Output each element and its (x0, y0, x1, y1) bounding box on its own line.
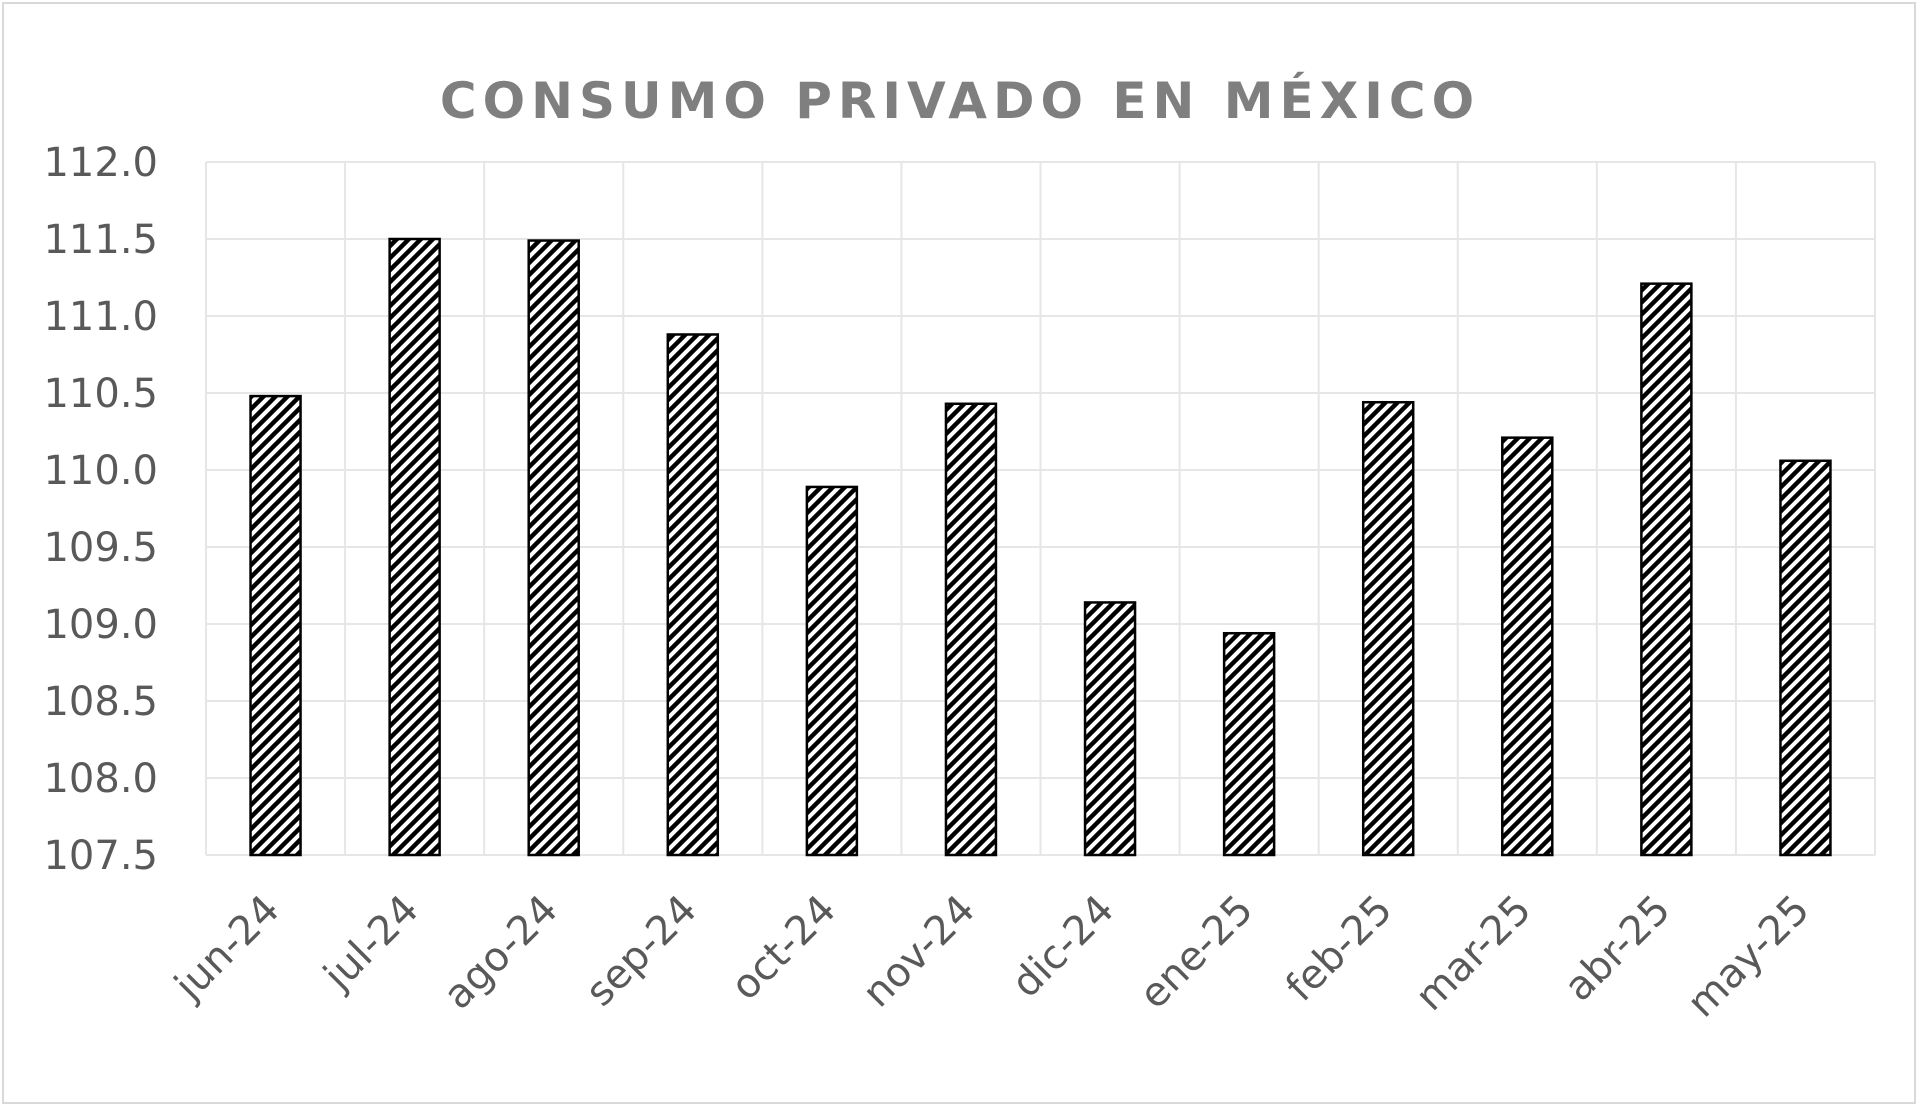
x-tick-label: mar-25 (1407, 887, 1540, 1020)
x-tick-label: jul-24 (315, 887, 428, 1000)
bar-nov-24 (944, 402, 998, 857)
x-tick-label: abr-25 (1556, 887, 1680, 1011)
bar-ago-24 (527, 239, 580, 857)
bar-abr-25 (1640, 282, 1693, 857)
y-axis-ticks: 107.5 108.0 108.5 109.0 109.5 110.0 110.5 111.0… (43, 140, 158, 879)
y-tick-label: 109.0 (43, 602, 158, 648)
bar-jun-24 (249, 394, 302, 857)
y-tick-label: 109.5 (43, 525, 158, 571)
bar-feb-25 (1361, 400, 1415, 857)
x-tick-label: sep-24 (577, 887, 706, 1016)
x-axis-ticks: jun-24 jul-24 ago-24 sep-24 oct-24 nov-24 dic-… (165, 887, 1818, 1027)
x-tick-label: ene-25 (1131, 887, 1262, 1018)
x-tick-label: dic-24 (1003, 887, 1123, 1007)
bar-layer (249, 237, 1832, 857)
y-tick-label: 111.5 (43, 217, 158, 263)
chart-title: CONSUMO PRIVADO EN MÉXICO (439, 72, 1481, 130)
y-tick-label: 108.0 (43, 756, 158, 802)
y-tick-label: 110.5 (43, 371, 158, 417)
y-tick-label: 110.0 (43, 448, 158, 494)
bar-may-25 (1779, 459, 1832, 857)
x-tick-label: jun-24 (165, 887, 288, 1010)
y-tick-label: 111.0 (43, 294, 158, 340)
bar-oct-24 (805, 485, 859, 857)
x-tick-label: feb-25 (1277, 887, 1401, 1011)
bar-jul-24 (388, 237, 441, 857)
bar-mar-25 (1501, 436, 1554, 857)
x-tick-label: ago-24 (435, 887, 567, 1019)
x-tick-label: may-25 (1679, 887, 1819, 1027)
grid-layer (205, 161, 1876, 856)
bar-dic-24 (1083, 601, 1137, 857)
y-tick-label: 112.0 (43, 140, 158, 186)
bar-ene-25 (1222, 631, 1276, 857)
y-tick-label: 108.5 (43, 679, 158, 725)
x-tick-label: nov-24 (854, 887, 984, 1017)
bar-sep-24 (666, 333, 720, 857)
x-tick-label: oct-24 (722, 887, 845, 1010)
y-tick-label: 107.5 (43, 833, 158, 879)
